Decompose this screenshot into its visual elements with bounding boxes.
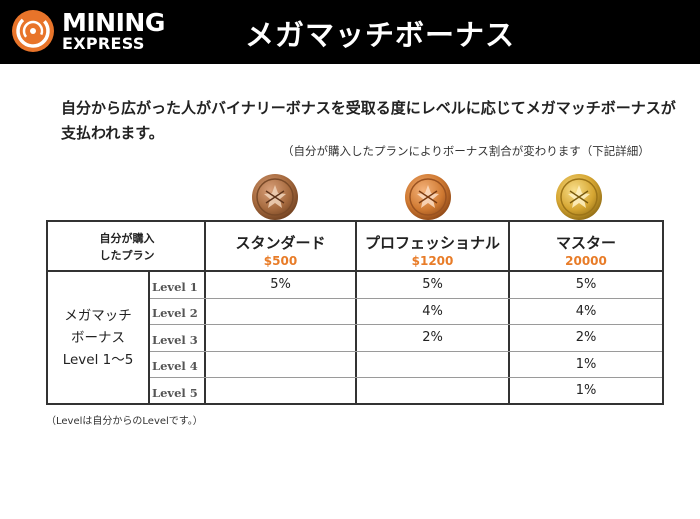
row-label-line3: Level 1〜5	[62, 351, 134, 368]
plan-name: マスター	[555, 234, 616, 252]
megamatch-bonus-label: メガマッチ ボーナス Level 1〜5	[48, 272, 148, 403]
table-divider	[508, 222, 510, 403]
bonus-rate-cell: 5%	[270, 277, 291, 292]
logo-text-mining: MINING	[62, 8, 165, 37]
bonus-rate-cell: 2%	[422, 330, 443, 345]
table-divider	[150, 377, 662, 378]
plan-price: 20000	[565, 254, 607, 268]
logo-wordmark: MINING EXPRESS	[62, 10, 165, 52]
plan-name: スタンダード	[235, 234, 326, 252]
intro-note: （自分が購入したプランによりボーナス割合が変わります（下記詳細）	[282, 144, 650, 158]
bonus-rate-cell: 2%	[575, 330, 597, 345]
intro-paragraph: 自分から広がった人がバイナリーボナスを受取る度にレベルに応じてメガマッチボーナス…	[61, 99, 676, 142]
table-divider	[150, 351, 662, 352]
bonus-rate-cell: 5%	[422, 277, 443, 292]
level-label: Level 5	[152, 386, 198, 400]
plan-header-professional: プロフェッショナル $1200	[357, 222, 508, 272]
bronze-coin-icon	[252, 174, 298, 220]
header-purchased-plan-line2: したプラン	[99, 249, 155, 262]
plan-price: $1200	[411, 254, 454, 268]
logo-text-express: EXPRESS	[62, 34, 145, 53]
plan-header-standard: スタンダード $500	[206, 222, 355, 272]
level-label: Level 4	[152, 359, 198, 373]
level-label: Level 2	[152, 306, 198, 320]
table-divider	[150, 298, 662, 299]
header-bar: MINING EXPRESS メガマッチボーナス	[0, 0, 700, 64]
plan-name: プロフェッショナル	[364, 234, 500, 252]
page-title: メガマッチボーナス	[245, 18, 516, 52]
row-label-line1: メガマッチ	[64, 307, 132, 324]
row-label-line2: ボーナス	[70, 329, 125, 346]
table-divider	[355, 222, 357, 403]
table-divider	[48, 270, 662, 272]
footnote: （Levelは自分からのLevelです。）	[46, 416, 203, 427]
bonus-rate-cell: 1%	[575, 357, 597, 372]
plan-header-master: マスター 20000	[510, 222, 662, 272]
table-divider	[204, 222, 206, 403]
plan-price: $500	[263, 254, 298, 268]
copper-coin-icon	[405, 174, 451, 220]
mining-express-logo-icon	[12, 10, 54, 52]
level-label: Level 3	[152, 333, 198, 347]
level-label: Level 1	[152, 280, 198, 294]
bonus-rate-cell: 5%	[575, 277, 597, 292]
bonus-rate-cell: 4%	[422, 304, 443, 319]
bonus-rate-cell: 1%	[575, 383, 597, 398]
table-divider	[148, 272, 150, 403]
header-purchased-plan: 自分が購入 したプラン	[48, 222, 206, 272]
header-purchased-plan-line1: 自分が購入	[99, 232, 155, 245]
gold-coin-icon	[556, 174, 602, 220]
bonus-table: 自分が購入 したプラン スタンダード $500 プロフェッショナル $1200 …	[46, 220, 664, 405]
table-divider	[150, 324, 662, 325]
bonus-rate-cell: 4%	[575, 304, 597, 319]
